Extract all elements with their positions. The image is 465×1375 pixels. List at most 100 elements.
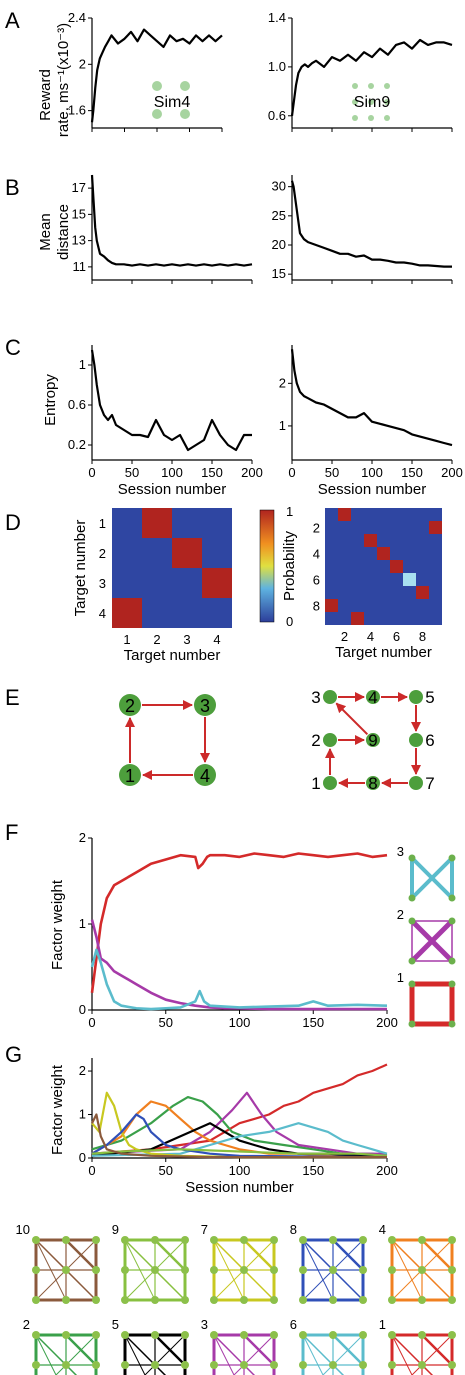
chart-g-series-4 — [91, 1100, 387, 1157]
g-thumb-9-node — [181, 1236, 189, 1244]
g-thumb-7-edge — [243, 1239, 275, 1271]
chart-f-xtick-label: 100 — [229, 1015, 251, 1030]
chart-g-xtick-label: 100 — [229, 1163, 251, 1178]
chart-d-colorbar-label: Probability — [281, 530, 298, 601]
g-thumb-10-node — [32, 1236, 40, 1244]
f-legend-thumb-3-edge — [410, 856, 454, 900]
chart-d-sim4-cell — [172, 568, 202, 598]
sim9-dot — [368, 99, 374, 105]
chart-c-sim9-xtick-label: 50 — [325, 465, 339, 480]
g-thumb-7-node — [240, 1266, 248, 1274]
chart-a-sim9-ytick-label: 1.0 — [268, 59, 286, 74]
chart-d-sim4-ytick-label: 1 — [99, 516, 106, 531]
chart-e-sim9-node-label: 9 — [368, 731, 377, 750]
chart-e-sim4-node — [119, 764, 141, 786]
chart-d-sim9-ytick-label: 2 — [313, 521, 320, 536]
g-thumb-10-node — [62, 1236, 70, 1244]
f-legend-thumb-3-node — [448, 894, 456, 902]
chart-e-sim9-node — [366, 690, 380, 704]
g-thumb-7-node — [240, 1296, 248, 1304]
f-legend-thumb-2-node — [448, 957, 456, 965]
chart-d-sim9-xtick-label: 8 — [419, 629, 426, 644]
chart-e-sim9-node — [409, 690, 423, 704]
g-thumb-7-node — [270, 1236, 278, 1244]
chart-g-series-2 — [91, 1096, 388, 1157]
chart-c-sim9-xtick-label: 100 — [361, 465, 383, 480]
chart-e-sim4-node-label: 4 — [200, 766, 210, 786]
chart-c-sim4-ylabel: Entropy — [42, 374, 59, 426]
chart-g-series-1 — [91, 1063, 388, 1155]
chart-d-sim4-cell — [172, 598, 202, 628]
chart-c-sim4-ytick-label: 1 — [79, 357, 86, 372]
g-thumb-3-node — [210, 1361, 218, 1369]
g-thumb-9-edge — [154, 1239, 186, 1271]
g-thumb-2 — [32, 1331, 100, 1375]
g-thumb-6-node — [329, 1361, 337, 1369]
chart-a-sim9-ytick-label: 1.4 — [268, 10, 286, 25]
g-thumb-5-edge — [154, 1334, 186, 1366]
chart-c-sim4-ytick-label: 0.6 — [68, 397, 86, 412]
chart-a-sim4-ytick-label: 1.6 — [68, 103, 86, 118]
g-thumb-label: 5 — [112, 1317, 119, 1332]
g-thumb-9-node — [181, 1266, 189, 1274]
g-thumb-label: 10 — [16, 1222, 30, 1237]
chart-d-sim9-cell — [338, 508, 351, 521]
chart-g-series-8 — [91, 1113, 388, 1159]
g-thumb-label: 8 — [290, 1222, 297, 1237]
chart-c-sim9-xtick-label: 0 — [288, 465, 295, 480]
g-thumb-10-node — [92, 1236, 100, 1244]
f-legend-thumb-2-node — [448, 917, 456, 925]
chart-d-sim4-xtick-label: 4 — [213, 632, 220, 647]
g-thumb-4-edge — [421, 1239, 453, 1271]
g-thumb-10-edge — [35, 1239, 67, 1301]
g-thumb-8-node — [329, 1236, 337, 1244]
chart-g-ylabel: Factor weight — [49, 1064, 66, 1155]
panel-label-f: F — [5, 820, 18, 845]
panel-label-g: G — [5, 1042, 22, 1067]
chart-g-series-6 — [91, 1122, 388, 1157]
chart-d-sim4-cell — [142, 538, 172, 568]
chart-d-sim4-cell — [142, 598, 172, 628]
g-thumb-4 — [388, 1236, 456, 1304]
chart-d-sim4-cell — [202, 598, 232, 628]
chart-d-sim9-cell — [416, 586, 429, 599]
chart-d-colorbar-tick: 1 — [286, 504, 293, 519]
g-thumb-2-node — [92, 1331, 100, 1339]
panel-label-c: C — [5, 335, 21, 360]
g-thumb-10-node — [62, 1296, 70, 1304]
chart-d-sim9-cell — [351, 612, 364, 625]
g-thumb-8-node — [359, 1236, 367, 1244]
f-legend-thumb-1-edge — [409, 981, 455, 1027]
chart-c-sim9-ytick-label: 2 — [279, 375, 286, 390]
chart-e-sim9-node-label: 1 — [311, 774, 320, 793]
chart-d-sim9-xtick-label: 2 — [341, 629, 348, 644]
g-thumb-label: 4 — [379, 1222, 386, 1237]
g-thumb-5-node — [151, 1361, 159, 1369]
g-thumb-2-edge — [65, 1334, 97, 1366]
chart-d-sim9-xlabel: Target number — [335, 644, 432, 661]
chart-g-xtick-label: 0 — [88, 1163, 95, 1178]
chart-b-sim9-ytick-label: 20 — [272, 237, 286, 252]
g-thumb-6-node — [359, 1331, 367, 1339]
g-thumb-3-edge — [213, 1334, 235, 1375]
chart-e-sim9-node — [366, 776, 380, 790]
chart-a-sim4-ytick-label: 2.4 — [68, 10, 86, 25]
chart-c-sim4-xtick-label: 100 — [161, 465, 183, 480]
chart-b-sim4-series-0 — [90, 174, 253, 267]
g-thumb-1-node — [448, 1331, 456, 1339]
g-thumb-8-node — [329, 1296, 337, 1304]
chart-d-sim9-cell — [364, 534, 377, 547]
chart-b-sim4-ylabel: Mean — [37, 213, 54, 251]
chart-f-series-1 — [90, 852, 388, 993]
g-thumb-label: 3 — [201, 1317, 208, 1332]
panel-label-d: D — [5, 510, 21, 535]
f-legend-label: 1 — [397, 970, 404, 985]
g-thumb-5-node — [121, 1361, 129, 1369]
chart-g-xtick-label: 150 — [302, 1163, 324, 1178]
g-thumb-10-node — [92, 1296, 100, 1304]
chart-d-sim9-background — [325, 508, 442, 625]
chart-e-sim4-node — [119, 694, 141, 716]
chart-d-sim9-cell — [390, 560, 403, 573]
chart-c-sim4-xtick-label: 150 — [201, 465, 223, 480]
chart-d-sim4-cell — [202, 538, 232, 568]
